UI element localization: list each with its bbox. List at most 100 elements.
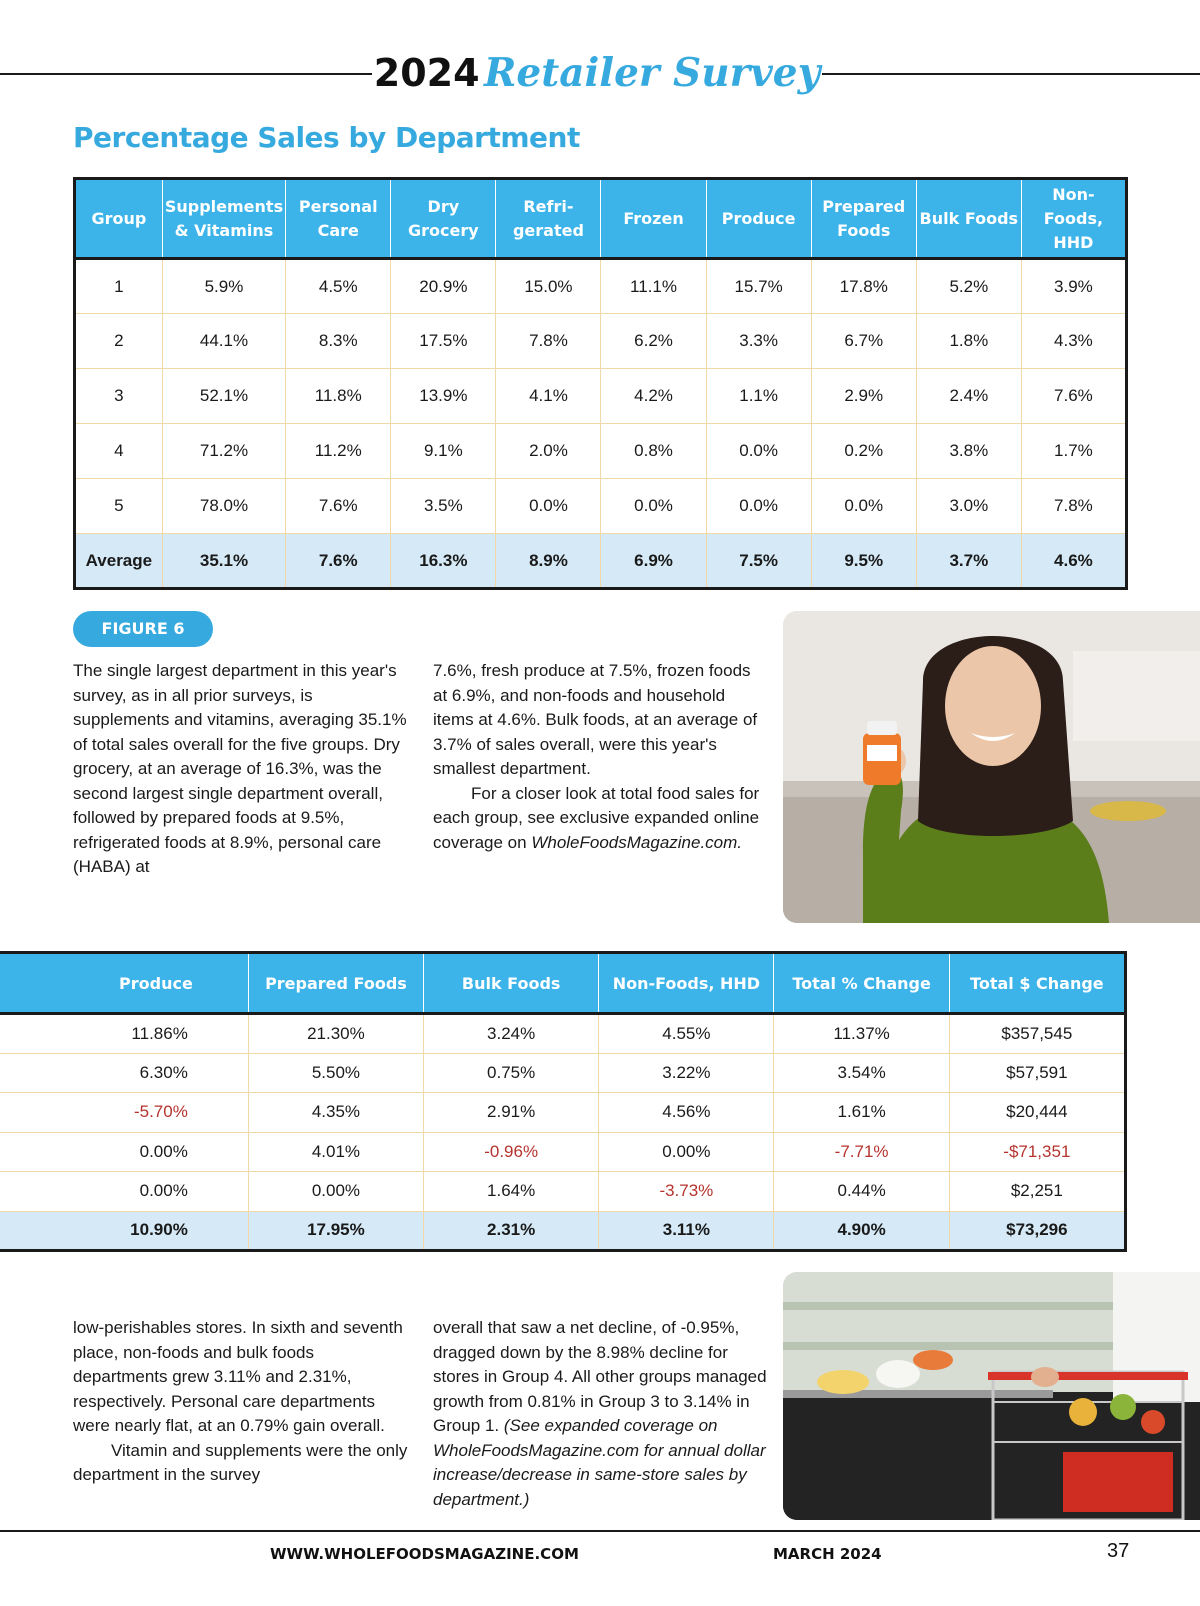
table-cell: 0.00% [248,1171,425,1212]
table-cell: 0.0% [495,478,602,534]
paragraph: overall that saw a net decline, of -0.95… [433,1316,768,1512]
table-row: 6.30% 5.50% 0.75% 3.22% 3.54% $57,591 [0,1053,1126,1093]
article-column-3: low-perishables stores. In sixth and sev… [73,1316,408,1488]
table-cell: 2.31% [423,1211,600,1251]
table-cell: 3.7% [916,533,1022,589]
table-cell: 1.8% [916,313,1022,369]
table-cell: $2,251 [949,1171,1126,1212]
photo-illustration [783,611,1200,923]
table-cell: 17.8% [811,258,917,314]
table-cell: 7.6% [285,533,392,589]
article-column-4: overall that saw a net decline, of -0.95… [433,1316,768,1512]
table-cell: 20.9% [390,258,497,314]
table-cell: $20,444 [949,1092,1126,1133]
table-row: 0.00% 4.01% -0.96% 0.00% -7.71% -$71,351 [0,1132,1126,1172]
woman-with-supplement-photo [783,611,1200,923]
table-cell: 0.0% [600,478,707,534]
table-cell: 0.0% [706,423,812,479]
table-header-row: Group Supplements & Vitamins Personal Ca… [74,178,1127,260]
table-cell: 3.8% [916,423,1022,479]
table-cell: 4.1% [495,368,602,424]
table-cell: 11.86% [0,1013,249,1054]
column-header: Non-Foods, HHD [598,952,775,1015]
section-title: Percentage Sales by Department [73,121,580,154]
table-cell: 7.8% [495,313,602,369]
table-cell: 17.5% [390,313,497,369]
table-cell: 1.64% [423,1171,600,1212]
table-row: 4 71.2% 11.2% 9.1% 2.0% 0.8% 0.0% 0.2% 3.8% 1.7% [74,423,1127,479]
table-row: -5.70% 4.35% 2.91% 4.56% 1.61% $20,444 [0,1092,1126,1133]
table-cell: 78.0% [162,478,287,534]
paragraph: low-perishables stores. In sixth and sev… [73,1318,403,1435]
table-cell: 15.0% [495,258,602,314]
paragraph: For a closer look at total food sales fo… [433,782,768,856]
table-cell: 5.9% [162,258,287,314]
table-cell: 6.2% [600,313,707,369]
table-cell: 11.2% [285,423,392,479]
table-cell: -7.71% [773,1132,950,1172]
table-cell: 1.61% [773,1092,950,1133]
table-cell: 11.8% [285,368,392,424]
table-cell: 4.55% [598,1013,775,1054]
table-cell: 1.1% [706,368,812,424]
table-cell: 3.9% [1021,258,1127,314]
table-cell: 9.5% [811,533,917,589]
table-cell: 1.7% [1021,423,1127,479]
table-cell: 15.7% [706,258,812,314]
table-cell: 11.37% [773,1013,950,1054]
column-header: Supplements & Vitamins [162,178,287,260]
table-cell: 3.11% [598,1211,775,1251]
table-cell: 7.8% [1021,478,1127,534]
average-row: 10.90% 17.95% 2.31% 3.11% 4.90% $73,296 [0,1211,1126,1251]
table-cell: 0.8% [600,423,707,479]
header-year: 2024 [373,51,480,95]
table-row: 11.86% 21.30% 3.24% 4.55% 11.37% $357,545 [0,1013,1126,1054]
figure-label: FIGURE 6 [73,611,213,647]
table-cell: 13.9% [390,368,497,424]
group-cell: 5 [74,478,163,534]
table-header-row: Produce Prepared Foods Bulk Foods Non-Fo… [0,952,1126,1015]
column-header: Refri- gerated [495,178,602,260]
table-cell: 52.1% [162,368,287,424]
table-cell: 5.2% [916,258,1022,314]
column-header: Prepared Foods [248,952,425,1015]
column-header: Dry Grocery [390,178,497,260]
column-header: Bulk Foods [916,178,1022,260]
table-cell: 6.7% [811,313,917,369]
column-header: Total % Change [773,952,950,1015]
group-cell: 3 [74,368,163,424]
table-cell: -5.70% [0,1092,249,1133]
table-cell: 0.0% [706,478,812,534]
table-cell: 3.22% [598,1053,775,1093]
table-row: 1 5.9% 4.5% 20.9% 15.0% 11.1% 15.7% 17.8% 5.2% 3.… [74,258,1127,314]
column-header: Bulk Foods [423,952,600,1015]
table-cell: 3.0% [916,478,1022,534]
table-cell: 0.2% [811,423,917,479]
table-cell: 35.1% [162,533,287,589]
footer-issue-date: MARCH 2024 [773,1545,882,1563]
table-cell: 3.54% [773,1053,950,1093]
table-row: 3 52.1% 11.8% 13.9% 4.1% 4.2% 1.1% 2.9% 2.4% 7.6% [74,368,1127,424]
article-column-2: 7.6%, fresh produce at 7.5%, frozen food… [433,659,768,855]
expanded-coverage-note: (See expanded coverage on WholeFoodsMaga… [433,1416,766,1509]
website-reference: WholeFoodsMagazine.com. [531,832,743,852]
table-cell: 71.2% [162,423,287,479]
table-cell: 7.6% [285,478,392,534]
table-cell: $357,545 [949,1013,1126,1054]
table-cell: 11.1% [600,258,707,314]
table-cell: 8.9% [495,533,602,589]
paragraph-text: For a closer look at total food sales fo… [433,783,760,852]
column-header: Frozen [600,178,707,260]
table-cell: 4.56% [598,1092,775,1133]
table-cell: 4.5% [285,258,392,314]
table-cell: 8.3% [285,313,392,369]
table-cell: 21.30% [248,1013,425,1054]
footer-rule [0,1530,1200,1532]
table-cell: 4.2% [600,368,707,424]
footer-website: WWW.WHOLEFOODSMAGAZINE.COM [270,1545,579,1563]
table-cell: 4.3% [1021,313,1127,369]
column-header: Prepared Foods [811,178,917,260]
table-cell: 4.35% [248,1092,425,1133]
paragraph: Vitamin and supplements were the only de… [73,1440,408,1485]
column-header: Personal Care [285,178,392,260]
